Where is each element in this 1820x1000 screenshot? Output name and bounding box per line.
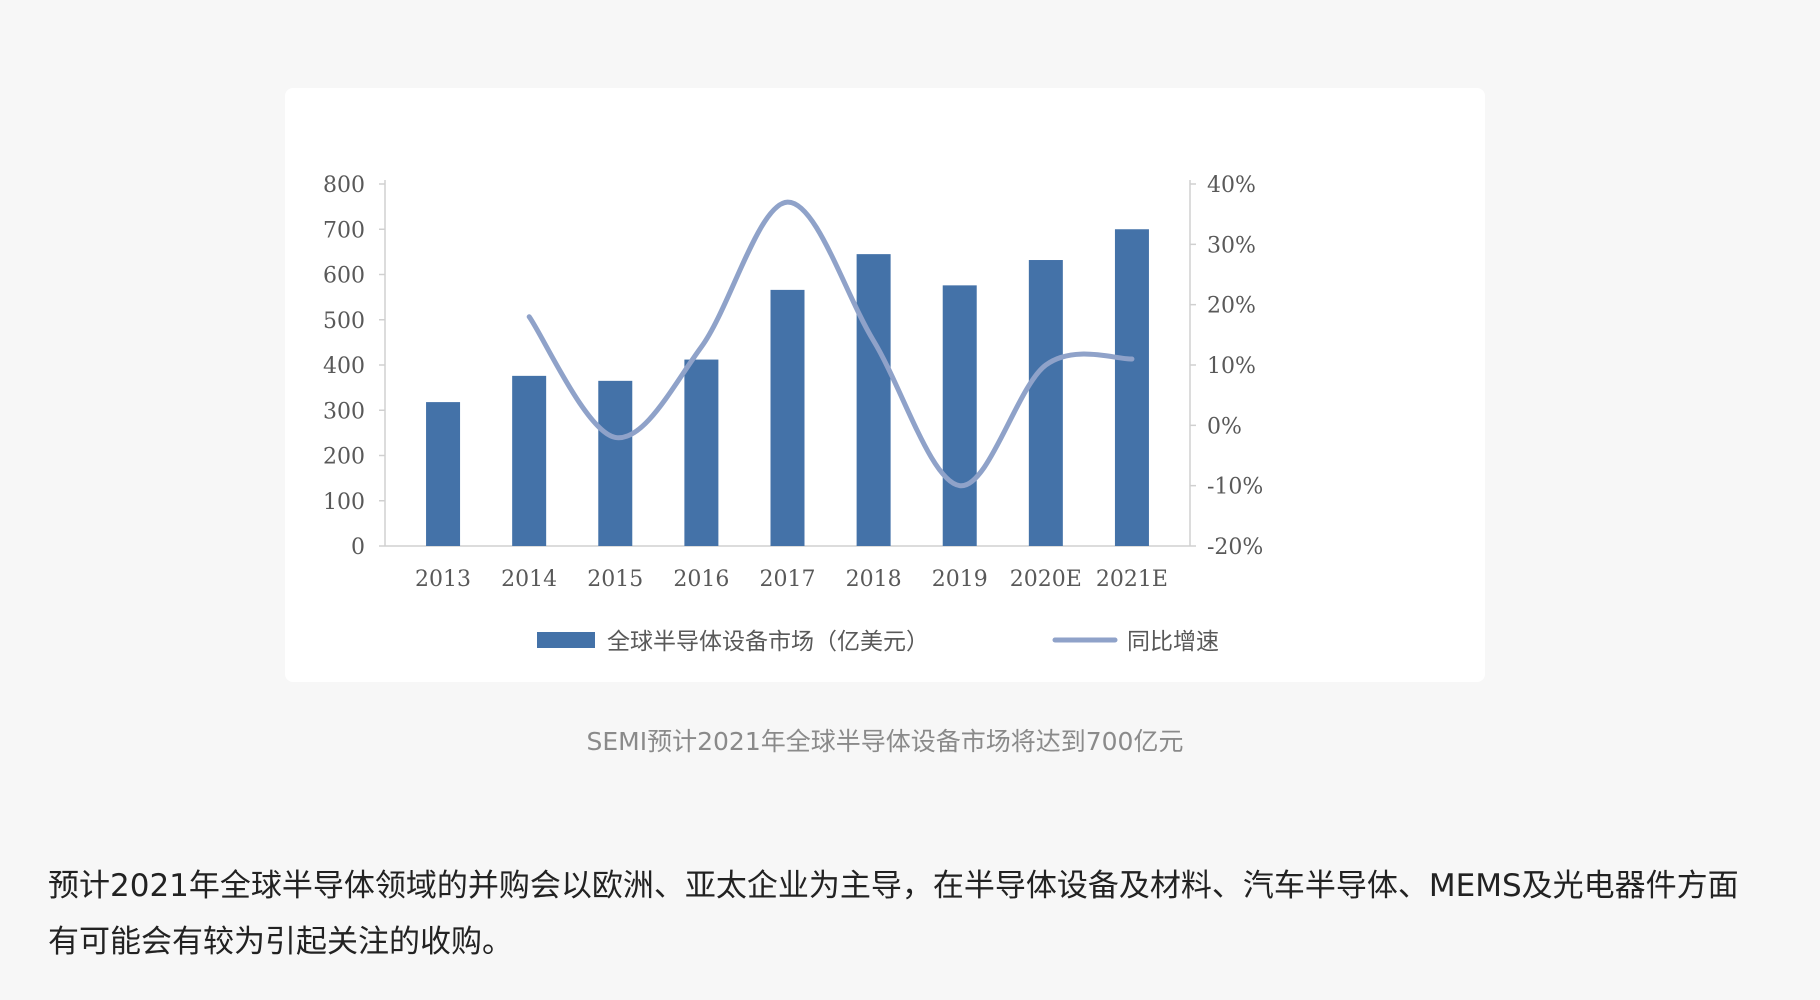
y-left-tick-label: 700 [323, 218, 365, 243]
x-tick-label: 2016 [673, 567, 729, 592]
y-right-tick-label: -10% [1207, 475, 1263, 500]
x-tick-label: 2017 [760, 567, 816, 592]
x-tick-label: 2014 [501, 567, 557, 592]
y-right-tick-label: -20% [1207, 535, 1263, 560]
x-tick-label: 2021E [1096, 567, 1168, 592]
legend-bar-swatch [537, 632, 595, 648]
chart: 0 100 200 300 400 500 600 700 800 -20% -10% 0% 10% 20… [323, 173, 1263, 655]
y-left-tick-label: 500 [323, 309, 365, 334]
y-left-tick-label: 800 [323, 173, 365, 198]
y-right-tick-label: 30% [1207, 233, 1256, 258]
bar-2018 [856, 254, 891, 546]
y-left-tick-label: 100 [323, 490, 365, 515]
article-paragraph: 预计2021年全球半导体领域的并购会以欧洲、亚太企业为主导，在半导体设备及材料、… [48, 868, 1739, 960]
bar-2020E [1028, 260, 1063, 546]
x-tick-label: 2020E [1010, 567, 1082, 592]
y-left-tick-label: 200 [323, 445, 365, 470]
bar-2019 [942, 285, 977, 546]
y-right-tick-label: 10% [1207, 354, 1256, 379]
bar-2015 [598, 380, 633, 546]
y-right-tick-label: 0% [1207, 414, 1242, 439]
chart-card: 0 100 200 300 400 500 600 700 800 -20% -10% 0% 10% 20… [285, 88, 1485, 682]
x-tick-label: 2013 [415, 567, 471, 592]
legend-line-label: 同比增速 [1127, 629, 1219, 655]
figure-caption: SEMI预计2021年全球半导体设备市场将达到700亿元 [586, 727, 1184, 756]
x-tick-label: 2019 [932, 567, 988, 592]
bar-2014 [512, 375, 547, 546]
legend-bar-label: 全球半导体设备市场（亿美元） [607, 629, 929, 655]
y-left-tick-label: 600 [323, 264, 365, 289]
x-tick-label: 2015 [587, 567, 643, 592]
y-left-tick-label: 0 [351, 535, 365, 560]
y-right-tick-label: 40% [1207, 173, 1256, 198]
y-right-tick-label: 20% [1207, 294, 1256, 319]
bar-2021E [1114, 229, 1149, 546]
bar-2016 [684, 359, 719, 546]
y-left-tick-label: 300 [323, 399, 365, 424]
bar-2017 [770, 289, 805, 546]
x-tick-label: 2018 [846, 567, 902, 592]
growth-line [526, 199, 1135, 489]
y-left-tick-label: 400 [323, 354, 365, 379]
bar-2013 [426, 402, 461, 546]
